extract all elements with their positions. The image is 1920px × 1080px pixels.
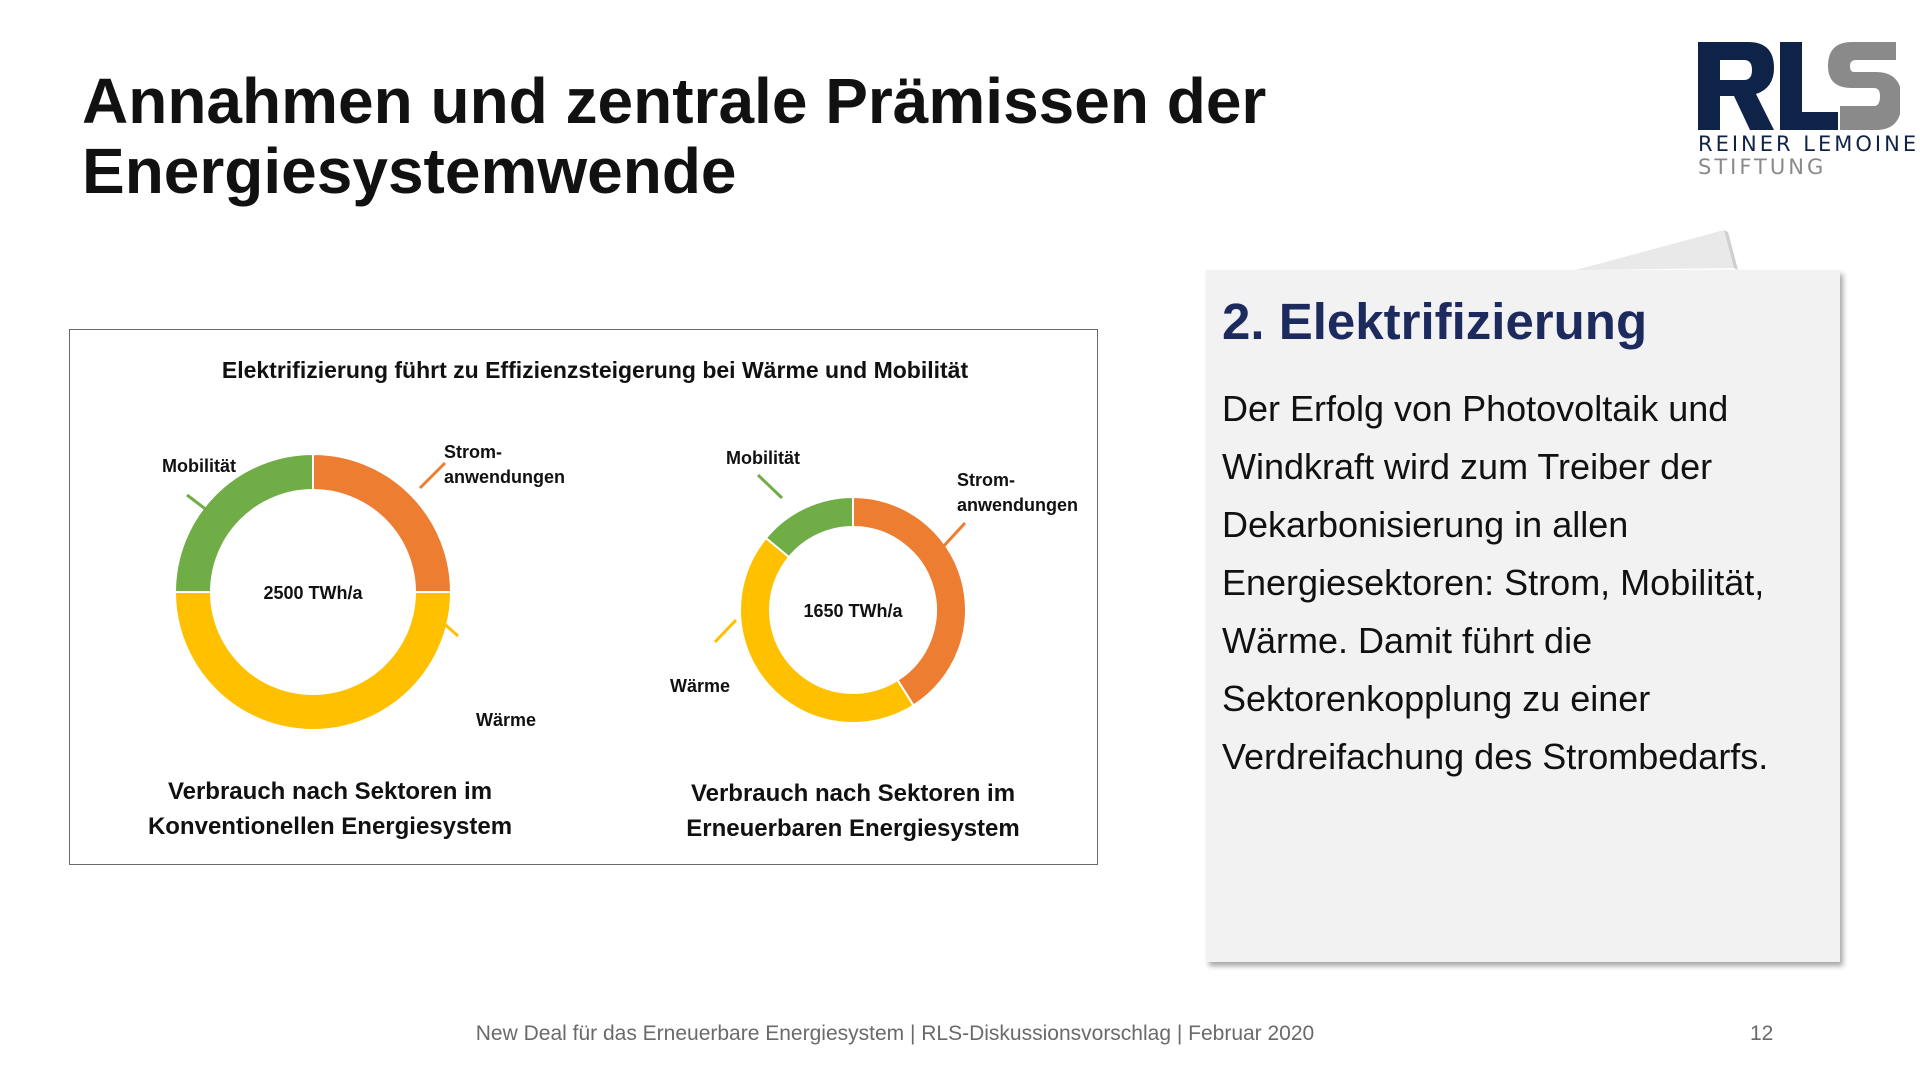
leader-line (940, 521, 967, 550)
caption-renewable-line1: Verbrauch nach Sektoren im (691, 780, 1015, 807)
caption-renewable-line2: Erneuerbaren Energiesystem (686, 815, 1019, 842)
callout-panel (1206, 270, 1840, 962)
donut-conventional (173, 452, 459, 731)
footer-text: New Deal für das Erneuerbare Energiesyst… (475, 1022, 1315, 1045)
donut-renewable (713, 473, 967, 724)
leader-line (418, 461, 447, 490)
chart-panel: Elektrifizierung führt zu Effizienzsteig… (69, 329, 1098, 865)
callout-text: Der Erfolg von Photovoltaik und Windkraf… (1222, 388, 1769, 777)
donut-slice-strom-conventional (312, 452, 453, 593)
caption-conventional-line2: Konventionellen Energiesystem (148, 813, 512, 840)
logo-tagline-2: STIFTUNG (1698, 155, 1827, 179)
label-strom-conventional-line2: anwendungen (444, 467, 565, 487)
caption-conventional-line1: Verbrauch nach Sektoren im (168, 778, 492, 805)
donut-slice-mobilitaet-conventional (173, 452, 314, 593)
callout-tab-shape (1576, 230, 1738, 270)
page-number: 12 (1750, 1022, 1774, 1045)
label-mobilitaet-renewable: Mobilität (726, 448, 800, 468)
total-label-conventional: 2500 TWh/a (263, 583, 363, 603)
callout-box: 2. Elektrifizierung Der Erfolg von Photo… (1206, 230, 1846, 970)
logo-tagline-1: REINER LEMOINE (1698, 132, 1920, 156)
leader-line (186, 493, 221, 522)
label-strom-renewable-line1: Strom- (957, 470, 1015, 490)
rls-logo: REINER LEMOINE STIFTUNG (1690, 36, 1916, 186)
slide-title: Annahmen und zentrale Prämissen der Ener… (82, 66, 1382, 206)
leader-line (431, 611, 459, 638)
donut-slice-waerme-conventional (173, 591, 453, 731)
donut-slice-waerme-renewable (739, 536, 915, 724)
total-label-renewable: 1650 TWh/a (803, 601, 903, 621)
label-strom-renewable-line2: anwendungen (957, 495, 1078, 515)
label-waerme-renewable: Wärme (670, 676, 730, 696)
slide-title-line-1: Annahmen und zentrale Prämissen der (82, 65, 1267, 137)
rls-logo-letters (1698, 42, 1902, 130)
label-mobilitaet-conventional: Mobilität (162, 456, 236, 476)
label-strom-conventional-line1: Strom- (444, 442, 502, 462)
chart-title: Elektrifizierung führt zu Effizienzsteig… (222, 357, 969, 383)
callout-heading: 2. Elektrifizierung (1222, 293, 1648, 350)
label-waerme-conventional: Wärme (476, 710, 536, 730)
donut-slice-mobilitaet-renewable (764, 495, 854, 559)
slide-title-line-2: Energiesystemwende (82, 135, 737, 207)
leader-line (713, 618, 738, 644)
donut-charts: Elektrifizierung führt zu Effizienzsteig… (148, 357, 1078, 842)
leader-line (756, 473, 784, 500)
